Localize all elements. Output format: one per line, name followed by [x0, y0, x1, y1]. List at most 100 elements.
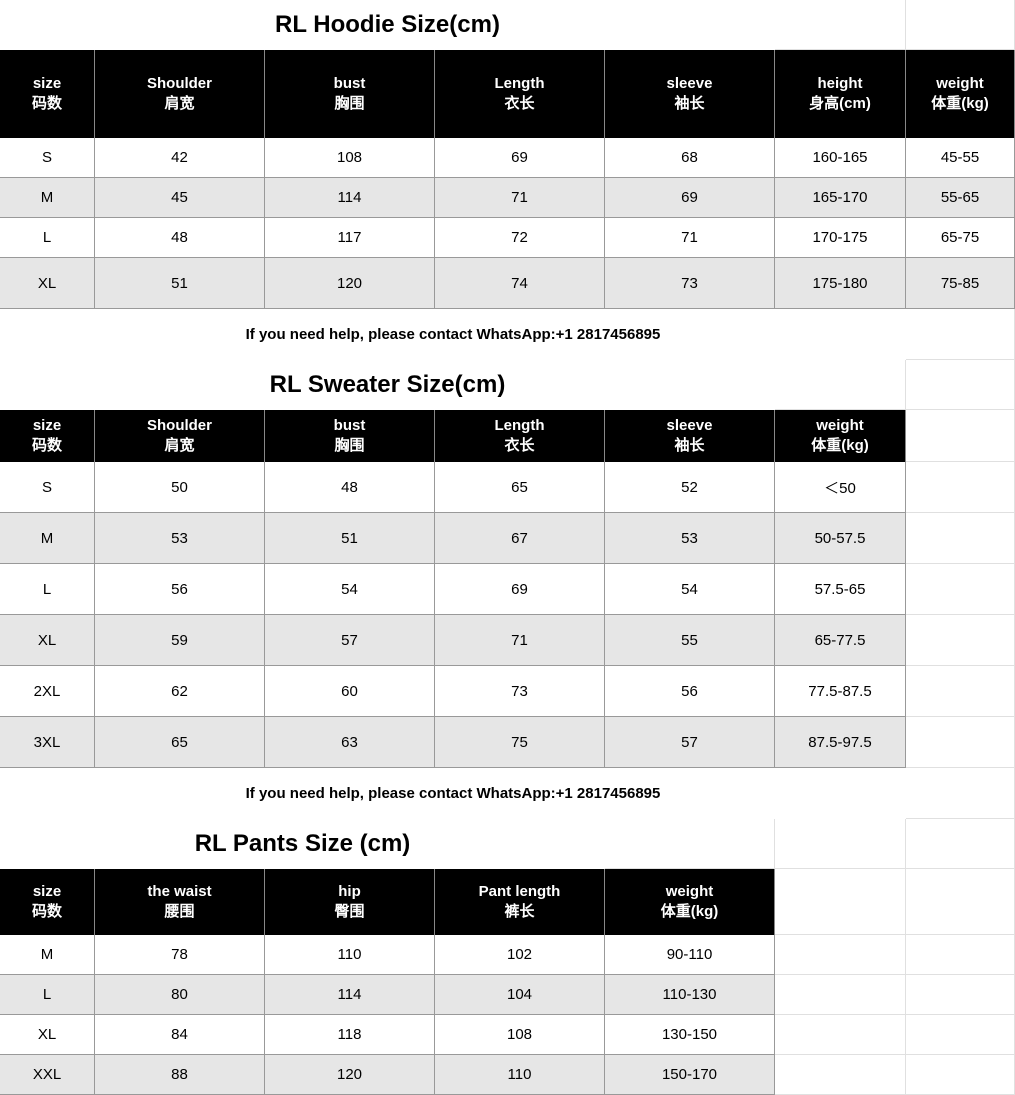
- table-cell[interactable]: 51: [95, 258, 265, 309]
- table-cell[interactable]: 60: [265, 666, 435, 717]
- table-cell[interactable]: 71: [435, 615, 605, 666]
- table-cell[interactable]: 73: [605, 258, 775, 309]
- table-cell[interactable]: 48: [95, 218, 265, 258]
- table-cell[interactable]: 110: [265, 935, 435, 975]
- table-cell[interactable]: 45: [95, 178, 265, 218]
- table-cell[interactable]: 110-130: [605, 975, 775, 1015]
- grid-cell[interactable]: [605, 819, 775, 869]
- table-cell[interactable]: 54: [265, 564, 435, 615]
- grid-cell[interactable]: [906, 935, 1015, 975]
- table-cell[interactable]: 54: [605, 564, 775, 615]
- table-cell[interactable]: 56: [95, 564, 265, 615]
- table-cell[interactable]: 65-75: [906, 218, 1015, 258]
- grid-cell[interactable]: [906, 615, 1015, 666]
- table-cell[interactable]: 65: [435, 462, 605, 513]
- table-cell[interactable]: 50-57.5: [775, 513, 906, 564]
- table-cell[interactable]: 50: [95, 462, 265, 513]
- grid-cell[interactable]: [906, 0, 1015, 50]
- table-cell[interactable]: XL: [0, 1015, 95, 1055]
- table-cell[interactable]: L: [0, 218, 95, 258]
- table-cell[interactable]: 102: [435, 935, 605, 975]
- table-cell[interactable]: 120: [265, 258, 435, 309]
- table-cell[interactable]: 2XL: [0, 666, 95, 717]
- grid-cell[interactable]: [906, 513, 1015, 564]
- table-cell[interactable]: 117: [265, 218, 435, 258]
- table-cell[interactable]: 104: [435, 975, 605, 1015]
- table-cell[interactable]: XXL: [0, 1055, 95, 1095]
- grid-cell[interactable]: [906, 666, 1015, 717]
- table-cell[interactable]: 57.5-65: [775, 564, 906, 615]
- grid-cell[interactable]: [906, 975, 1015, 1015]
- grid-cell[interactable]: [775, 819, 906, 869]
- table-cell[interactable]: M: [0, 513, 95, 564]
- grid-cell[interactable]: [906, 717, 1015, 768]
- table-cell[interactable]: 63: [265, 717, 435, 768]
- grid-cell[interactable]: [775, 0, 906, 50]
- grid-cell[interactable]: [906, 410, 1015, 462]
- table-cell[interactable]: 170-175: [775, 218, 906, 258]
- table-cell[interactable]: 71: [605, 218, 775, 258]
- table-cell[interactable]: 87.5-97.5: [775, 717, 906, 768]
- grid-cell[interactable]: [906, 869, 1015, 935]
- table-cell[interactable]: 73: [435, 666, 605, 717]
- table-cell[interactable]: 69: [435, 564, 605, 615]
- grid-cell[interactable]: [775, 360, 906, 410]
- table-cell[interactable]: 120: [265, 1055, 435, 1095]
- table-cell[interactable]: 3XL: [0, 717, 95, 768]
- table-cell[interactable]: ＜50: [775, 462, 906, 513]
- table-cell[interactable]: M: [0, 178, 95, 218]
- grid-cell[interactable]: [906, 819, 1015, 869]
- grid-cell[interactable]: [906, 309, 1015, 360]
- table-cell[interactable]: 175-180: [775, 258, 906, 309]
- table-cell[interactable]: 68: [605, 138, 775, 178]
- grid-cell[interactable]: [906, 1015, 1015, 1055]
- table-cell[interactable]: 69: [435, 138, 605, 178]
- table-cell[interactable]: 71: [435, 178, 605, 218]
- grid-cell[interactable]: [906, 360, 1015, 410]
- table-cell[interactable]: 77.5-87.5: [775, 666, 906, 717]
- table-cell[interactable]: 75: [435, 717, 605, 768]
- table-cell[interactable]: 55-65: [906, 178, 1015, 218]
- table-cell[interactable]: 57: [265, 615, 435, 666]
- table-cell[interactable]: 57: [605, 717, 775, 768]
- table-cell[interactable]: 69: [605, 178, 775, 218]
- grid-cell[interactable]: [906, 564, 1015, 615]
- table-cell[interactable]: 75-85: [906, 258, 1015, 309]
- table-cell[interactable]: 160-165: [775, 138, 906, 178]
- table-cell[interactable]: XL: [0, 258, 95, 309]
- table-cell[interactable]: 52: [605, 462, 775, 513]
- table-cell[interactable]: 114: [265, 178, 435, 218]
- table-cell[interactable]: 65: [95, 717, 265, 768]
- table-cell[interactable]: 53: [605, 513, 775, 564]
- table-cell[interactable]: 114: [265, 975, 435, 1015]
- grid-cell[interactable]: [775, 935, 906, 975]
- table-cell[interactable]: 110: [435, 1055, 605, 1095]
- table-cell[interactable]: 67: [435, 513, 605, 564]
- table-cell[interactable]: 62: [95, 666, 265, 717]
- table-cell[interactable]: 42: [95, 138, 265, 178]
- grid-cell[interactable]: [775, 1055, 906, 1095]
- table-cell[interactable]: 78: [95, 935, 265, 975]
- grid-cell[interactable]: [906, 1055, 1015, 1095]
- table-cell[interactable]: 165-170: [775, 178, 906, 218]
- grid-cell[interactable]: [775, 1015, 906, 1055]
- table-cell[interactable]: 55: [605, 615, 775, 666]
- table-cell[interactable]: 51: [265, 513, 435, 564]
- table-cell[interactable]: XL: [0, 615, 95, 666]
- table-cell[interactable]: 48: [265, 462, 435, 513]
- table-cell[interactable]: L: [0, 564, 95, 615]
- table-cell[interactable]: 90-110: [605, 935, 775, 975]
- table-cell[interactable]: 74: [435, 258, 605, 309]
- grid-cell[interactable]: [775, 975, 906, 1015]
- table-cell[interactable]: 56: [605, 666, 775, 717]
- table-cell[interactable]: S: [0, 138, 95, 178]
- table-cell[interactable]: 65-77.5: [775, 615, 906, 666]
- table-cell[interactable]: 118: [265, 1015, 435, 1055]
- table-cell[interactable]: 59: [95, 615, 265, 666]
- table-cell[interactable]: 45-55: [906, 138, 1015, 178]
- grid-cell[interactable]: [906, 462, 1015, 513]
- table-cell[interactable]: L: [0, 975, 95, 1015]
- table-cell[interactable]: S: [0, 462, 95, 513]
- table-cell[interactable]: 53: [95, 513, 265, 564]
- grid-cell[interactable]: [906, 768, 1015, 819]
